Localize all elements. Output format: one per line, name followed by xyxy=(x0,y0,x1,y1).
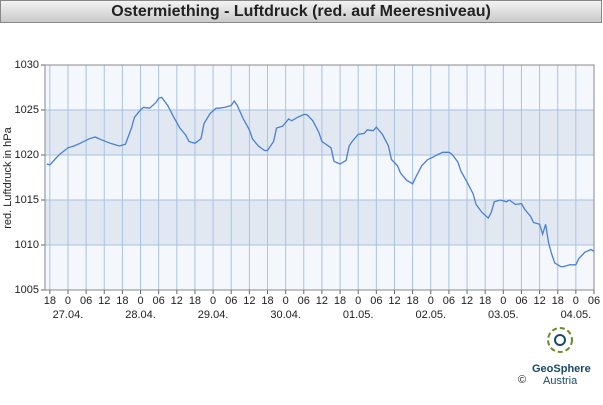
x-tick-label: 18 xyxy=(406,295,418,307)
x-tick-label: 06 xyxy=(443,295,455,307)
logo: GeoSphere Austria © xyxy=(518,327,591,387)
logo-sub: Austria xyxy=(543,375,578,387)
date-label: 03.05. xyxy=(488,309,519,321)
x-tick-label: 0 xyxy=(428,295,434,307)
y-tick-label: 1030 xyxy=(15,59,39,71)
x-tick-label: 18 xyxy=(334,295,346,307)
date-label: 01.05. xyxy=(343,309,374,321)
x-tick-label: 06 xyxy=(588,295,600,307)
x-tick-label: 18 xyxy=(552,295,564,307)
y-tick-label: 1010 xyxy=(15,239,39,251)
title-bar xyxy=(0,0,602,23)
date-label: 30.04. xyxy=(270,309,301,321)
x-tick-label: 18 xyxy=(116,295,128,307)
x-tick-label: 06 xyxy=(515,295,527,307)
y-axis-label: red. Luftdruck in hPa xyxy=(2,126,14,228)
chart-title: Ostermiething - Luftdruck (red. auf Meer… xyxy=(111,3,491,20)
x-tick-label: 18 xyxy=(479,295,491,307)
x-tick-label: 0 xyxy=(573,295,579,307)
x-tick-label: 0 xyxy=(283,295,289,307)
plot-border xyxy=(44,64,595,291)
x-tick-label: 06 xyxy=(153,295,165,307)
x-tick-label: 18 xyxy=(189,295,201,307)
x-tick-label: 06 xyxy=(80,295,92,307)
x-tick-label: 06 xyxy=(225,295,237,307)
x-tick-label: 0 xyxy=(500,295,506,307)
x-tick-label: 18 xyxy=(44,295,56,307)
band xyxy=(45,200,594,245)
date-label: 04.05. xyxy=(561,309,592,321)
date-label: 02.05. xyxy=(415,309,446,321)
x-tick-label: 0 xyxy=(65,295,71,307)
date-label: 28.04. xyxy=(125,309,156,321)
date-label: 27.04. xyxy=(53,309,84,321)
x-tick-label: 12 xyxy=(461,295,473,307)
logo-mark xyxy=(547,327,573,353)
x-tick-label: 18 xyxy=(261,295,273,307)
x-tick-label: 0 xyxy=(137,295,143,307)
x-tick-label: 06 xyxy=(298,295,310,307)
x-tick-label: 12 xyxy=(243,295,255,307)
logo-mark xyxy=(554,334,566,346)
y-tick-label: 1005 xyxy=(15,284,39,296)
x-tick-label: 0 xyxy=(210,295,216,307)
y-tick-label: 1015 xyxy=(15,194,39,206)
x-tick-label: 06 xyxy=(370,295,382,307)
x-tick-label: 12 xyxy=(98,295,110,307)
x-tick-label: 0 xyxy=(355,295,361,307)
x-tick-label: 12 xyxy=(171,295,183,307)
pressure-line xyxy=(46,96,595,268)
logo-name: GeoSphere xyxy=(532,363,591,375)
plot-area xyxy=(45,65,594,290)
x-tick-label: 12 xyxy=(533,295,545,307)
copyright: © xyxy=(518,374,526,386)
y-tick-label: 1025 xyxy=(15,104,39,116)
y-tick-label: 1020 xyxy=(15,149,39,161)
date-label: 29.04. xyxy=(198,309,229,321)
x-tick-label: 12 xyxy=(316,295,328,307)
x-tick-label: 12 xyxy=(388,295,400,307)
